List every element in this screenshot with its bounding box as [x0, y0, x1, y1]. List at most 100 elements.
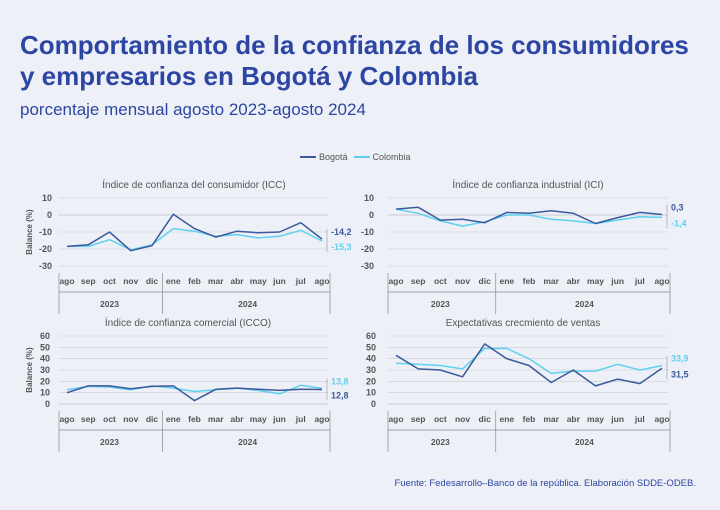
- page-subtitle: porcentaje mensual agosto 2023-agosto 20…: [20, 100, 366, 119]
- x-tick-label: dic: [479, 414, 492, 424]
- series-line-colombia: [395, 347, 663, 375]
- x-tick-label: nov: [123, 414, 138, 424]
- y-tick-label: -20: [39, 244, 52, 254]
- end-label-colombia: -15,3: [331, 242, 352, 252]
- x-tick-label: ene: [500, 276, 515, 286]
- y-tick-label: -30: [39, 261, 52, 271]
- chart-3: Índice de confianza comercial (ICCO) 010 2…: [25, 316, 349, 452]
- x-tick-label: may: [587, 276, 604, 286]
- x-tick-label: abr: [230, 414, 244, 424]
- x-tick-label: mar: [208, 414, 224, 424]
- x-tick-label: oct: [434, 414, 447, 424]
- x-tick-label: may: [250, 276, 267, 286]
- y-tick-label: 60: [40, 331, 50, 341]
- x-tick-label: feb: [188, 414, 201, 424]
- x-tick-label: ago: [314, 276, 329, 286]
- x-tick-label: jun: [272, 414, 286, 424]
- y-tick-label: 0: [47, 210, 52, 220]
- legend-label-colombia: Colombia: [372, 152, 411, 162]
- x-tick-label: ago: [654, 414, 669, 424]
- series-line-bogota: [66, 385, 323, 402]
- x-tick-label: ago: [314, 414, 329, 424]
- x-tick-label: ene: [166, 276, 181, 286]
- end-label-colombia: -1,4: [671, 218, 687, 228]
- chart-legend: Bogotá Colombia: [300, 152, 411, 162]
- x-tick-label: oct: [103, 276, 116, 286]
- y-tick-label: 40: [40, 354, 50, 364]
- chart-1: Índice de confianza del consumidor (ICC)…: [25, 178, 352, 314]
- y-tick-label: 0: [45, 399, 50, 409]
- end-label-colombia: 13,8: [331, 376, 349, 386]
- y-tick-label: 40: [366, 354, 376, 364]
- x-tick-label: feb: [523, 276, 536, 286]
- y-tick-label: 30: [366, 365, 376, 375]
- chart-2: Índice de confianza industrial (ICI) -30 -…: [361, 178, 687, 314]
- y-tick-label: -20: [361, 244, 374, 254]
- x-tick-label: jul: [295, 414, 306, 424]
- y-tick-label: -10: [361, 227, 374, 237]
- y-tick-label: 0: [371, 399, 376, 409]
- series-line-colombia: [67, 227, 323, 251]
- x-tick-label: abr: [567, 276, 581, 286]
- x-tick-label: jun: [272, 276, 286, 286]
- legend-swatch-bogota: [300, 156, 316, 158]
- y-tick-label: 10: [42, 193, 52, 203]
- x-tick-label: feb: [188, 276, 201, 286]
- y-axis-label: Balance (%): [25, 347, 34, 393]
- year-label: 2024: [238, 299, 257, 309]
- x-tick-label: ago: [388, 414, 403, 424]
- x-tick-label: ago: [654, 276, 669, 286]
- y-tick-label: 0: [369, 210, 374, 220]
- legend-item-bogota: Bogotá: [300, 152, 348, 162]
- x-tick-label: ene: [500, 414, 515, 424]
- x-tick-label: ago: [59, 276, 74, 286]
- x-tick-label: mar: [543, 276, 559, 286]
- y-axis-label: Balance (%): [25, 209, 34, 255]
- y-tick-label: 20: [40, 376, 50, 386]
- x-tick-label: oct: [103, 414, 116, 424]
- y-tick-label: 10: [364, 193, 374, 203]
- y-tick-label: 60: [366, 331, 376, 341]
- series-line-bogota: [66, 213, 323, 252]
- x-tick-label: ene: [166, 414, 181, 424]
- y-tick-label: -10: [39, 227, 52, 237]
- series-line-colombia: [66, 384, 323, 395]
- y-tick-label: 10: [40, 388, 50, 398]
- x-tick-label: dic: [146, 276, 159, 286]
- x-tick-label: nov: [123, 276, 138, 286]
- year-label: 2024: [238, 437, 257, 447]
- x-tick-label: jun: [610, 276, 624, 286]
- chart-title: Expectativas crecmiento de ventas: [446, 318, 601, 329]
- source-note: Fuente: Fedesarrollo–Banco de la repúbli…: [394, 478, 696, 489]
- x-tick-label: nov: [455, 414, 470, 424]
- x-tick-label: mar: [543, 414, 559, 424]
- x-tick-label: ago: [59, 414, 74, 424]
- x-tick-label: feb: [523, 414, 536, 424]
- legend-item-colombia: Colombia: [353, 152, 411, 162]
- series-line-colombia: [395, 208, 663, 227]
- y-tick-label: 30: [40, 365, 50, 375]
- year-label: 2024: [575, 299, 594, 309]
- x-tick-label: abr: [567, 414, 581, 424]
- chart-title: Índice de confianza del consumidor (ICC): [102, 178, 285, 191]
- end-label-bogota: 0,3: [671, 202, 684, 212]
- year-label: 2023: [431, 437, 450, 447]
- x-tick-label: jul: [295, 276, 306, 286]
- x-tick-label: dic: [146, 414, 159, 424]
- end-label-colombia: 33,9: [671, 354, 689, 364]
- x-tick-label: sep: [411, 414, 426, 424]
- y-tick-label: 20: [366, 376, 376, 386]
- y-tick-label: 10: [366, 388, 376, 398]
- x-tick-label: sep: [411, 276, 426, 286]
- x-tick-label: jun: [610, 414, 624, 424]
- x-tick-label: dic: [479, 276, 492, 286]
- x-tick-label: jul: [634, 414, 645, 424]
- legend-label-bogota: Bogotá: [319, 152, 348, 162]
- series-line-bogota: [395, 206, 663, 225]
- page-title: Comportamiento de la confianza de los co…: [20, 30, 689, 91]
- year-label: 2023: [431, 299, 450, 309]
- end-label-bogota: 12,8: [331, 390, 349, 400]
- year-label: 2023: [100, 437, 119, 447]
- end-label-bogota: 31,5: [671, 369, 689, 379]
